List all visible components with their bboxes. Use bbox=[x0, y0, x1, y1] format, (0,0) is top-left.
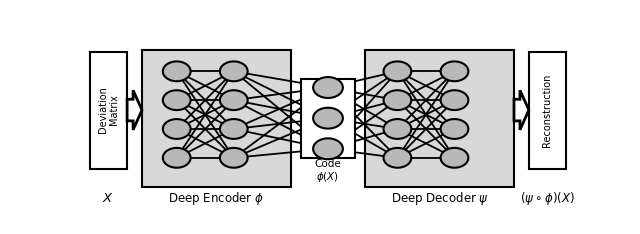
Ellipse shape bbox=[220, 61, 248, 81]
Ellipse shape bbox=[440, 148, 468, 168]
Bar bbox=[365, 50, 514, 187]
Ellipse shape bbox=[440, 61, 468, 81]
Ellipse shape bbox=[440, 90, 468, 110]
Ellipse shape bbox=[383, 90, 412, 110]
Text: $\phi(X)$: $\phi(X)$ bbox=[316, 170, 340, 184]
Text: Deviation
Matrix: Deviation Matrix bbox=[98, 87, 119, 134]
Ellipse shape bbox=[383, 119, 412, 139]
Ellipse shape bbox=[220, 119, 248, 139]
Bar bbox=[529, 51, 566, 169]
Ellipse shape bbox=[163, 119, 191, 139]
Ellipse shape bbox=[313, 77, 343, 98]
Ellipse shape bbox=[220, 148, 248, 168]
Text: $(\psi \circ \phi)(X)$: $(\psi \circ \phi)(X)$ bbox=[520, 190, 575, 207]
Text: Code: Code bbox=[315, 159, 341, 169]
Bar bbox=[142, 50, 291, 187]
Ellipse shape bbox=[163, 148, 191, 168]
Text: $X$: $X$ bbox=[102, 192, 114, 205]
Ellipse shape bbox=[313, 138, 343, 159]
Text: Deep Encoder $\phi$: Deep Encoder $\phi$ bbox=[168, 190, 264, 207]
Text: Deep Decoder $\psi$: Deep Decoder $\psi$ bbox=[390, 190, 488, 207]
Text: Reconstruction: Reconstruction bbox=[543, 73, 552, 147]
Polygon shape bbox=[514, 90, 529, 130]
Ellipse shape bbox=[313, 108, 343, 129]
Ellipse shape bbox=[220, 90, 248, 110]
Ellipse shape bbox=[440, 119, 468, 139]
Bar bbox=[90, 51, 127, 169]
Polygon shape bbox=[127, 90, 142, 130]
Bar bbox=[301, 79, 355, 158]
Ellipse shape bbox=[163, 90, 191, 110]
Ellipse shape bbox=[383, 148, 412, 168]
Ellipse shape bbox=[163, 61, 191, 81]
Ellipse shape bbox=[383, 61, 412, 81]
